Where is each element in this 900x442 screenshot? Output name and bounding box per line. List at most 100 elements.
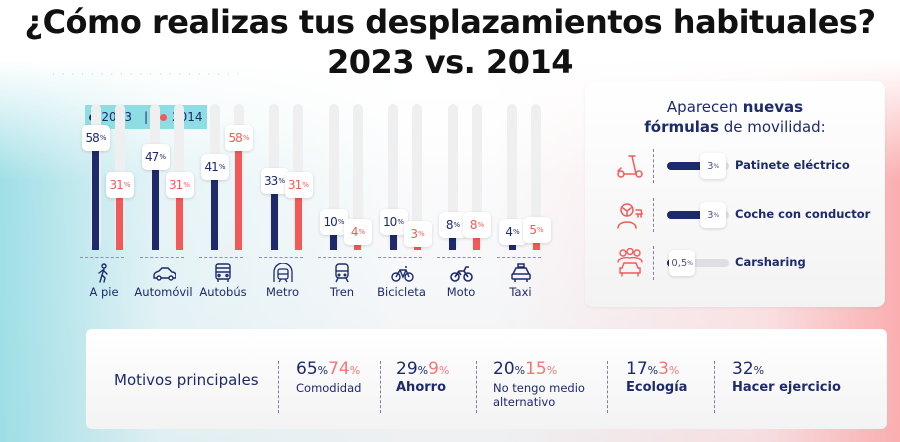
bar-2014-a-pie <box>116 195 123 250</box>
bar-track <box>447 104 458 250</box>
divider <box>653 198 654 232</box>
value-2023: 17 <box>626 359 648 379</box>
data-label: 58% <box>82 124 110 151</box>
taxi-icon <box>510 263 531 282</box>
train-icon <box>335 263 349 283</box>
bar-2014-metro <box>294 195 302 250</box>
new-formulas-panel: Aparecen nuevas fórmulas de movilidad: 3… <box>585 81 885 307</box>
bar-track <box>328 104 339 250</box>
formula-label: Coche con conductor <box>735 207 871 221</box>
category-baseline <box>80 257 124 258</box>
motive-item: 29%9% Ahorro <box>396 359 449 395</box>
data-label: 47% <box>141 143 170 170</box>
data-label: 58% <box>225 124 253 151</box>
motive-label: Ahorro <box>396 380 447 395</box>
data-label-value: 3 <box>410 226 418 241</box>
progress-fill <box>667 211 705 219</box>
data-label-value: 58 <box>85 130 100 145</box>
data-label-value: 8 <box>445 218 454 232</box>
data-label-value: 8 <box>469 218 478 232</box>
data-label-value: 41 <box>204 160 219 175</box>
motive-item: 32% Hacer ejercicio <box>732 359 841 395</box>
bar-2023-taxi <box>508 243 516 250</box>
bar-2023-bicicleta <box>389 232 397 250</box>
motive-item: 17%3% Ecología <box>626 359 687 395</box>
value-2023: 20 <box>493 359 515 379</box>
percent-sign: % <box>317 364 329 377</box>
data-label: 4% <box>498 219 527 245</box>
car-icon <box>152 267 176 281</box>
category-label: Tren <box>329 285 355 299</box>
data-label: 33% <box>260 168 289 195</box>
value-2014: 15 <box>525 359 547 379</box>
percent-sign: % <box>453 221 461 229</box>
category-label: Automóvil <box>134 285 193 299</box>
bus-icon <box>215 263 231 282</box>
value-2023: 65 <box>296 359 318 379</box>
motives-title: Motivos principales <box>114 371 259 389</box>
percent-sign: % <box>546 364 558 377</box>
percent-sign: % <box>647 364 659 377</box>
bar-2014-autobús <box>235 148 242 250</box>
title-text: de movilidad: <box>718 118 826 136</box>
value-badge: 3% <box>700 153 727 179</box>
category-label: Bicicleta <box>377 285 426 299</box>
data-label-value: 10 <box>383 214 397 229</box>
title-line-1: ¿Cómo realizas tus desplazamientos habit… <box>24 3 877 41</box>
category-baseline <box>437 257 481 258</box>
divider <box>653 149 654 183</box>
value: 3 <box>707 160 714 172</box>
data-label-value: 47 <box>145 149 159 164</box>
value-2023: 29 <box>396 359 418 379</box>
value-2014: 3 <box>658 359 669 379</box>
category-baseline <box>139 257 184 258</box>
value: 3 <box>707 209 714 221</box>
category-baseline <box>318 257 362 258</box>
data-label: 10% <box>379 208 408 235</box>
motive-item: 65%74% Comodidad <box>296 359 361 395</box>
percent-sign: % <box>358 228 366 236</box>
value-2014: 9 <box>428 359 439 379</box>
value-2014: 74 <box>328 359 350 379</box>
progress-fill <box>667 162 705 170</box>
value: 0,5 <box>671 257 688 269</box>
data-label: 31% <box>284 171 313 198</box>
page-title: ¿Cómo realizas tus desplazamientos habit… <box>0 2 900 82</box>
motorcycle-icon <box>450 266 473 282</box>
percent-sign: % <box>417 229 425 238</box>
legend-dot-2014 <box>160 114 168 121</box>
metro-icon <box>272 263 293 283</box>
carsharing-icon <box>617 248 643 277</box>
category-label: Moto <box>446 285 476 299</box>
data-label-value: 5 <box>529 223 537 238</box>
title-bold: fórmulas <box>644 118 719 136</box>
percent-sign: % <box>438 364 450 377</box>
category-baseline <box>496 257 541 258</box>
category-label: Metro <box>265 285 300 299</box>
percent-sign: % <box>278 177 285 186</box>
percent-sign: % <box>183 180 190 189</box>
category-label: A pie <box>89 285 119 299</box>
percent-sign: % <box>713 211 720 219</box>
ride-hailing-icon <box>617 203 643 229</box>
percent-sign: % <box>123 180 131 189</box>
motives-panel: Motivos principales 65%74% Comodidad 29%… <box>86 329 887 429</box>
bar-2014-tren <box>354 243 361 250</box>
data-label: 5% <box>522 217 551 244</box>
bar-2014-moto <box>473 236 480 250</box>
data-label-value: 4 <box>505 225 513 239</box>
percent-sign: % <box>512 228 520 236</box>
percent-sign: % <box>753 364 765 377</box>
bar-2023-tren <box>330 232 337 250</box>
motive-label: Hacer ejercicio <box>732 380 841 395</box>
value-badge: 3% <box>700 202 727 228</box>
bar-2014-taxi <box>532 241 540 250</box>
legend-separator: | <box>143 110 149 124</box>
percent-sign: % <box>536 226 544 235</box>
percent-sign: % <box>99 133 107 142</box>
percent-sign: % <box>159 152 166 161</box>
percent-sign: % <box>302 180 309 189</box>
category-baseline <box>258 257 303 258</box>
new-formula-row: 3% Coche con conductor <box>585 196 885 236</box>
percent-sign: % <box>218 163 226 172</box>
